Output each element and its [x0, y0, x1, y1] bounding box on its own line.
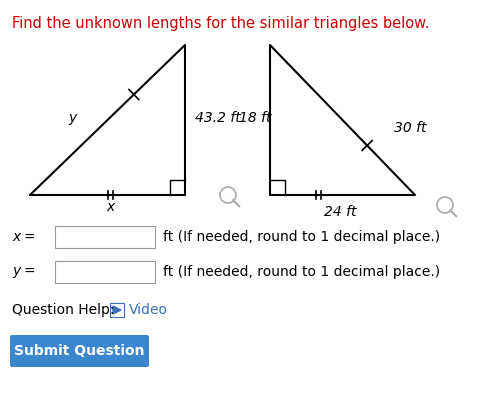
FancyBboxPatch shape — [55, 226, 155, 248]
Text: x: x — [106, 200, 114, 214]
FancyBboxPatch shape — [55, 261, 155, 283]
Text: Video: Video — [129, 303, 168, 317]
FancyBboxPatch shape — [10, 335, 149, 367]
Text: $y =$: $y =$ — [12, 264, 35, 279]
Text: ft (If needed, round to 1 decimal place.): ft (If needed, round to 1 decimal place.… — [163, 230, 440, 244]
Text: Question Help:: Question Help: — [12, 303, 114, 317]
Text: $x =$: $x =$ — [12, 230, 35, 244]
FancyBboxPatch shape — [110, 303, 124, 317]
Text: ft (If needed, round to 1 decimal place.): ft (If needed, round to 1 decimal place.… — [163, 265, 440, 279]
Text: y: y — [68, 111, 76, 125]
Text: 30 ft: 30 ft — [394, 121, 426, 135]
Text: 18 ft: 18 ft — [239, 111, 271, 125]
Polygon shape — [113, 306, 121, 314]
Text: Submit Question: Submit Question — [14, 344, 145, 358]
Text: Find the unknown lengths for the similar triangles below.: Find the unknown lengths for the similar… — [12, 16, 429, 31]
Text: 43.2 ft: 43.2 ft — [195, 111, 241, 125]
Text: 24 ft: 24 ft — [324, 205, 356, 219]
